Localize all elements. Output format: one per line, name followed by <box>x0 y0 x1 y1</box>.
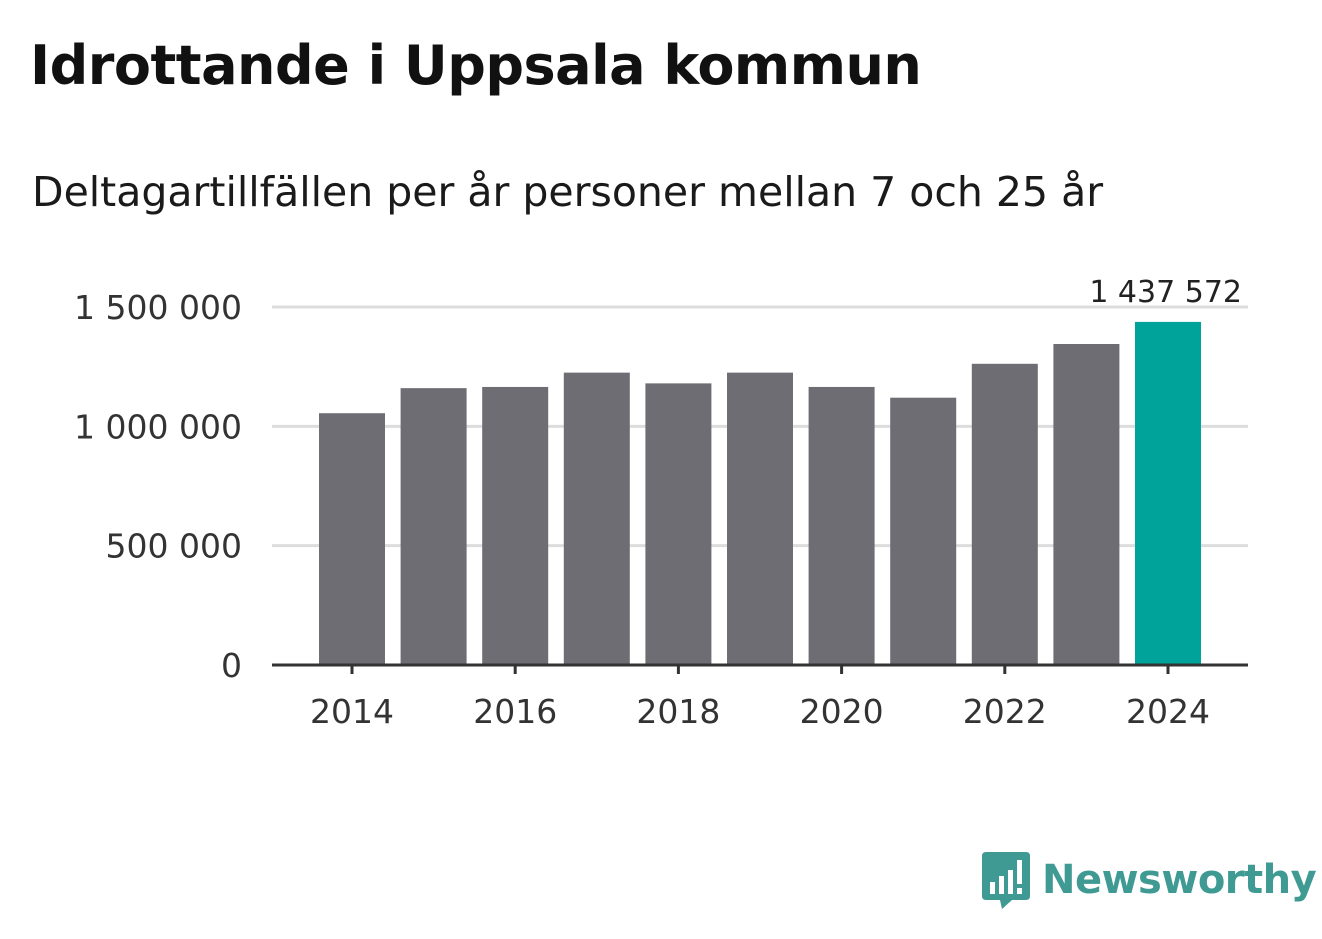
x-tick-label: 2014 <box>310 692 394 731</box>
brand-logo: Newsworthy <box>980 850 1317 910</box>
bar-2014 <box>319 413 385 665</box>
x-tick-label: 2016 <box>473 692 557 731</box>
axes <box>272 663 1248 674</box>
bar-2020 <box>808 386 875 665</box>
bar-2021 <box>890 397 957 665</box>
bar-2016 <box>482 386 549 665</box>
bars <box>319 321 1201 665</box>
bar-chart: 0 500 000 1 000 000 1 500 000 1 437 572 2014 2… <box>74 275 1248 731</box>
data-label-2024: 1 437 572 <box>1089 275 1242 310</box>
y-tick-label: 1 500 000 <box>74 288 242 327</box>
bar-2023 <box>1053 343 1120 665</box>
bar-2017 <box>563 372 630 665</box>
brand-name: Newsworthy <box>1042 857 1317 903</box>
labels: 0 500 000 1 000 000 1 500 000 1 437 572 2014 2… <box>74 275 1242 731</box>
bar-2015 <box>400 388 467 665</box>
x-tick-label: 2018 <box>636 692 720 731</box>
bar-2019 <box>727 372 793 665</box>
x-tick-label: 2024 <box>1126 692 1210 731</box>
bar-2024 <box>1135 321 1201 665</box>
y-tick-label: 500 000 <box>106 527 242 566</box>
x-tick-label: 2020 <box>800 692 884 731</box>
chart-title: Idrottande i Uppsala kommun <box>30 34 922 97</box>
y-tick-label: 1 000 000 <box>74 407 242 446</box>
y-tick-label: 0 <box>221 646 242 685</box>
x-tick-label: 2022 <box>963 692 1047 731</box>
chart-subtitle: Deltagartillfällen per år personer mella… <box>32 168 1104 216</box>
bar-2022 <box>971 363 1038 665</box>
newsworthy-logo-icon <box>982 852 1030 909</box>
bar-2018 <box>645 383 712 665</box>
